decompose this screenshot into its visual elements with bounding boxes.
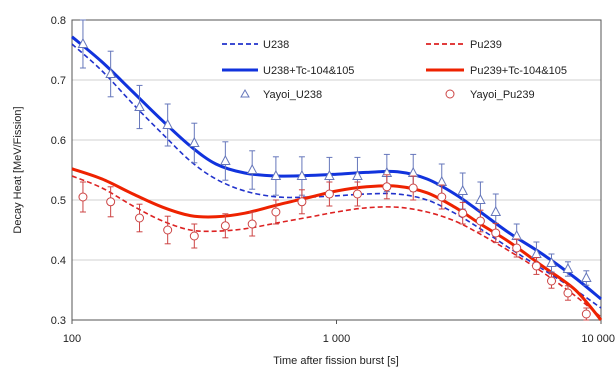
data-point-yayoi-u238 bbox=[562, 262, 574, 273]
data-point-yayoi-pu239 bbox=[581, 309, 591, 319]
series-line-pu239-tc-104-105 bbox=[71, 167, 603, 321]
data-points bbox=[77, 19, 592, 321]
data-point-yayoi-pu239 bbox=[531, 261, 541, 271]
data-point-yayoi-pu239 bbox=[189, 231, 199, 241]
data-point-yayoi-pu239 bbox=[408, 183, 418, 193]
data-point-yayoi-u238 bbox=[77, 37, 89, 48]
legend-label-yayoi-u238: Yayoi_U238 bbox=[263, 89, 322, 101]
data-point-yayoi-u238 bbox=[188, 136, 200, 147]
data-point-yayoi-u238 bbox=[105, 67, 116, 78]
y-tick-label: 0.4 bbox=[51, 255, 66, 267]
data-point-yayoi-u238 bbox=[407, 166, 419, 177]
data-point-yayoi-u238 bbox=[270, 169, 282, 180]
data-point-yayoi-u238 bbox=[134, 100, 145, 111]
legend: U238 Pu239 U238+Tc-104&105 Pu239+Tc-104&… bbox=[222, 39, 567, 101]
data-point-yayoi-pu239 bbox=[247, 219, 257, 229]
data-point-yayoi-pu239 bbox=[163, 225, 173, 235]
data-point-yayoi-pu239 bbox=[491, 228, 501, 238]
data-point-yayoi-u238 bbox=[475, 193, 486, 204]
y-tick-label: 0.8 bbox=[51, 15, 66, 27]
data-point-yayoi-pu239 bbox=[324, 189, 334, 199]
x-tick-label: 10 000 bbox=[581, 333, 615, 345]
legend-label-yayoi-pu239: Yayoi_Pu239 bbox=[470, 89, 535, 101]
legend-label-pu239: Pu239 bbox=[470, 39, 502, 51]
data-point-yayoi-pu239 bbox=[475, 216, 485, 226]
data-point-yayoi-pu239 bbox=[458, 208, 468, 218]
data-point-yayoi-u238 bbox=[436, 175, 448, 186]
data-point-yayoi-u238 bbox=[162, 118, 174, 129]
legend-label-u238: U238 bbox=[263, 39, 289, 51]
data-point-yayoi-u238 bbox=[580, 271, 592, 282]
data-point-yayoi-pu239 bbox=[135, 213, 145, 223]
data-point-yayoi-pu239 bbox=[437, 192, 447, 202]
data-point-yayoi-pu239 bbox=[352, 189, 362, 199]
data-point-yayoi-pu239 bbox=[297, 197, 307, 207]
legend-label-pu239-tc: Pu239+Tc-104&105 bbox=[470, 65, 567, 77]
y-tick-label: 0.7 bbox=[51, 75, 66, 87]
data-point-yayoi-u238 bbox=[352, 169, 363, 180]
axis-ticks: 0.3 0.4 0.5 0.6 0.7 0.8 100 1 000 10 000 bbox=[51, 15, 615, 345]
y-tick-label: 0.3 bbox=[51, 315, 66, 327]
data-point-yayoi-u238 bbox=[490, 205, 502, 216]
legend-label-u238-tc: U238+Tc-104&105 bbox=[263, 65, 354, 77]
data-point-yayoi-pu239 bbox=[271, 207, 281, 217]
data-point-yayoi-pu239 bbox=[382, 182, 392, 192]
series-line-u238-tc-104-105 bbox=[71, 35, 602, 301]
data-point-yayoi-u238 bbox=[457, 184, 469, 195]
series-line-pu239 bbox=[71, 175, 602, 318]
data-point-yayoi-u238 bbox=[324, 169, 335, 180]
data-point-yayoi-pu239 bbox=[512, 243, 522, 253]
data-point-yayoi-u238 bbox=[246, 163, 258, 174]
x-tick-label: 100 bbox=[63, 333, 81, 345]
data-point-yayoi-pu239 bbox=[78, 192, 88, 202]
y-tick-label: 0.5 bbox=[51, 195, 66, 207]
data-point-yayoi-pu239 bbox=[220, 221, 230, 231]
data-point-yayoi-u238 bbox=[220, 154, 231, 165]
x-tick-label: 1 000 bbox=[323, 333, 351, 345]
data-point-yayoi-pu239 bbox=[106, 197, 116, 207]
x-axis-label: Time after fission burst [s] bbox=[273, 355, 399, 367]
data-point-yayoi-u238 bbox=[546, 256, 557, 267]
y-tick-label: 0.6 bbox=[51, 135, 66, 147]
legend-circle-marker bbox=[445, 89, 455, 99]
data-point-yayoi-pu239 bbox=[547, 276, 557, 286]
series-line-u238 bbox=[71, 43, 602, 309]
data-series bbox=[71, 35, 603, 321]
gridlines bbox=[72, 79, 601, 261]
data-point-yayoi-pu239 bbox=[563, 288, 573, 298]
y-axis-label: Decay Heat [MeV/Fission] bbox=[12, 106, 24, 233]
legend-triangle-marker bbox=[240, 88, 250, 98]
data-point-yayoi-u238 bbox=[296, 169, 308, 180]
